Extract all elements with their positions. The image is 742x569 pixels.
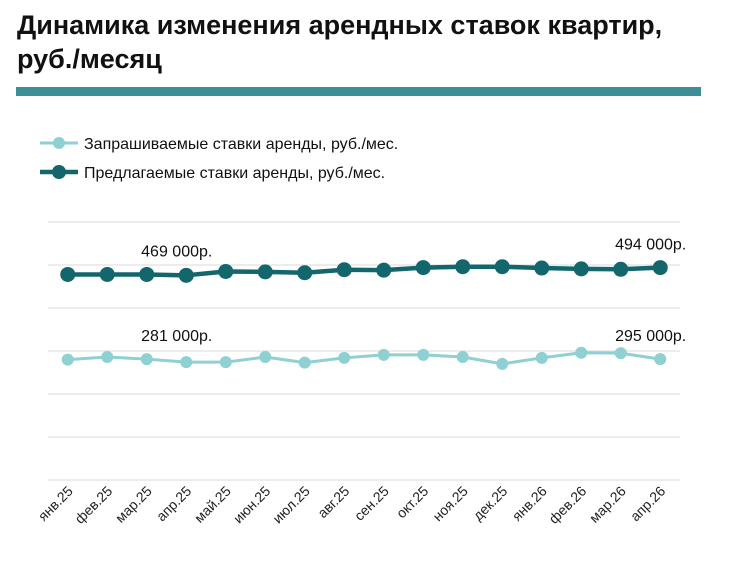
- data-point: [456, 351, 469, 364]
- x-tick-label: фев.26: [545, 483, 589, 527]
- x-tick-label: янв.25: [35, 483, 76, 524]
- data-point: [180, 356, 193, 369]
- data-point: [218, 263, 234, 279]
- x-tick-label: апр.26: [627, 483, 669, 525]
- data-point: [573, 261, 589, 277]
- data-point: [377, 348, 390, 361]
- data-point: [338, 351, 351, 364]
- data-label: 494 000р.: [615, 237, 686, 254]
- x-tick-label: ноя.25: [429, 483, 471, 525]
- x-tick-label: янв.26: [509, 483, 550, 524]
- series-line-0: [67, 351, 661, 366]
- legend-label-offered: Предлагаемые ставки аренды, руб./мес.: [84, 165, 385, 182]
- data-point: [654, 353, 667, 366]
- data-point: [219, 356, 232, 369]
- data-point: [336, 262, 352, 278]
- data-label: 281 000р.: [141, 328, 212, 345]
- x-tick-label: авг.25: [314, 483, 352, 521]
- data-point: [652, 260, 668, 276]
- grid-lines: [48, 221, 680, 481]
- data-point: [455, 259, 471, 275]
- series-line-1: [67, 264, 661, 278]
- x-tick-label: апр.25: [153, 483, 195, 525]
- data-point: [496, 357, 509, 370]
- data-point: [298, 356, 311, 369]
- legend-marker-requested: [53, 137, 65, 149]
- x-tick-label: дек.25: [470, 483, 511, 524]
- data-point: [417, 348, 430, 361]
- data-label: 469 000р.: [141, 243, 212, 260]
- legend: Запрашиваемые ставки аренды, руб./мес. П…: [40, 136, 398, 182]
- data-label: 295 000р.: [615, 328, 686, 345]
- data-point: [535, 351, 548, 364]
- data-point: [61, 353, 74, 366]
- data-point: [139, 266, 155, 282]
- x-tick-label: май.25: [191, 483, 234, 526]
- data-labels: 469 000р. 494 000р. 281 000р. 295 000р.: [141, 237, 686, 346]
- data-point: [259, 351, 272, 364]
- data-point: [60, 266, 76, 282]
- legend-marker-offered: [52, 165, 66, 179]
- chart-title: Динамика изменения арендных ставок кварт…: [17, 10, 663, 74]
- data-point: [613, 261, 629, 277]
- x-tick-label: мар.26: [586, 483, 629, 526]
- legend-label-requested: Запрашиваемые ставки аренды, руб./мес.: [84, 136, 398, 153]
- data-point: [140, 353, 153, 366]
- series: [60, 259, 668, 370]
- data-point: [101, 351, 114, 364]
- data-point: [257, 264, 273, 280]
- data-point: [99, 266, 115, 282]
- data-point: [614, 347, 627, 360]
- x-tick-label: сен.25: [351, 483, 392, 524]
- data-point: [178, 267, 194, 283]
- x-tick-label: окт.25: [393, 483, 432, 522]
- x-tick-label: мар.25: [112, 483, 155, 526]
- data-point: [575, 346, 588, 359]
- data-point: [494, 259, 510, 275]
- title-underline: [16, 87, 701, 96]
- data-point: [415, 260, 431, 276]
- x-axis-ticks: янв.25фев.25мар.25апр.25май.25июн.25июл.…: [35, 483, 669, 527]
- x-tick-label: июн.25: [230, 483, 274, 527]
- data-point: [534, 260, 550, 276]
- x-tick-label: фев.25: [71, 483, 115, 527]
- data-point: [297, 265, 313, 281]
- data-point: [376, 262, 392, 278]
- x-tick-label: июл.25: [269, 483, 313, 527]
